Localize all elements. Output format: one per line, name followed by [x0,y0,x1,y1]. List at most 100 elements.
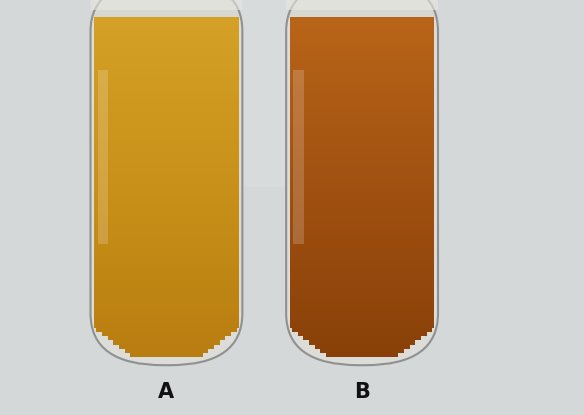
Bar [290,30,434,35]
Bar [94,191,239,196]
Bar [94,60,239,65]
Bar [290,26,434,31]
Bar [94,298,239,302]
Bar [290,64,434,69]
Bar [290,128,434,132]
Text: B: B [354,382,370,402]
Bar [94,319,239,323]
Bar [298,332,426,336]
Bar [290,132,434,137]
Bar [290,73,434,77]
Bar [94,221,239,226]
Bar [289,0,435,18]
Bar [290,81,434,86]
Bar [303,336,421,340]
Bar [290,153,434,158]
Bar [290,22,434,26]
Bar [290,77,434,81]
Bar [94,213,239,217]
Bar [309,340,415,345]
Bar [94,285,239,290]
Bar [290,208,434,213]
Bar [94,77,239,81]
Bar [290,56,434,60]
Bar [290,285,434,290]
Bar [290,221,434,226]
Bar [290,107,434,111]
Bar [94,73,239,77]
Bar [290,119,434,124]
Bar [326,353,398,357]
Bar [94,30,239,35]
Bar [94,179,239,183]
Bar [94,289,239,294]
Bar [94,68,239,73]
Bar [290,323,434,328]
Bar [290,272,434,277]
Bar [290,141,434,145]
Bar [290,302,434,307]
Bar [290,174,434,179]
Bar [290,94,434,98]
Bar [290,124,434,128]
Bar [94,229,239,234]
Bar [290,225,434,230]
Bar [107,336,225,340]
Bar [94,119,239,124]
Bar [292,327,432,332]
Bar [290,200,434,205]
Bar [290,259,434,264]
Bar [94,39,239,43]
Bar [290,60,434,65]
Bar [94,272,239,277]
Bar [94,43,239,48]
Bar [290,111,434,115]
Bar [290,229,434,234]
Bar [91,0,242,10]
Bar [290,90,434,94]
Bar [94,170,239,175]
Bar [290,170,434,175]
Bar [94,111,239,115]
Bar [290,310,434,315]
Bar [94,251,239,256]
Bar [94,183,239,188]
Bar [290,183,434,188]
Bar [290,281,434,285]
Bar [94,141,239,145]
Bar [94,315,239,319]
Bar [290,238,434,243]
Bar [94,306,239,311]
Bar [94,64,239,69]
Bar [102,332,231,336]
Bar [94,187,239,192]
Bar [290,103,434,107]
Bar [94,302,239,307]
Bar [290,204,434,209]
Bar [94,259,239,264]
Bar [290,158,434,162]
Bar [94,234,239,239]
Bar [124,349,208,353]
Bar [94,162,239,166]
Bar [290,306,434,311]
Bar [96,327,237,332]
Bar [94,94,239,98]
Bar [290,51,434,56]
Bar [290,213,434,217]
Bar [94,247,239,251]
Bar [290,98,434,103]
Bar [94,225,239,230]
Bar [94,103,239,107]
Bar [94,47,239,52]
Bar [94,107,239,111]
Bar [290,39,434,43]
Bar [94,132,239,137]
Bar [320,349,404,353]
Bar [290,149,434,154]
Bar [293,70,304,244]
Bar [94,128,239,132]
Bar [315,344,409,349]
Bar [290,298,434,302]
Bar [94,281,239,285]
